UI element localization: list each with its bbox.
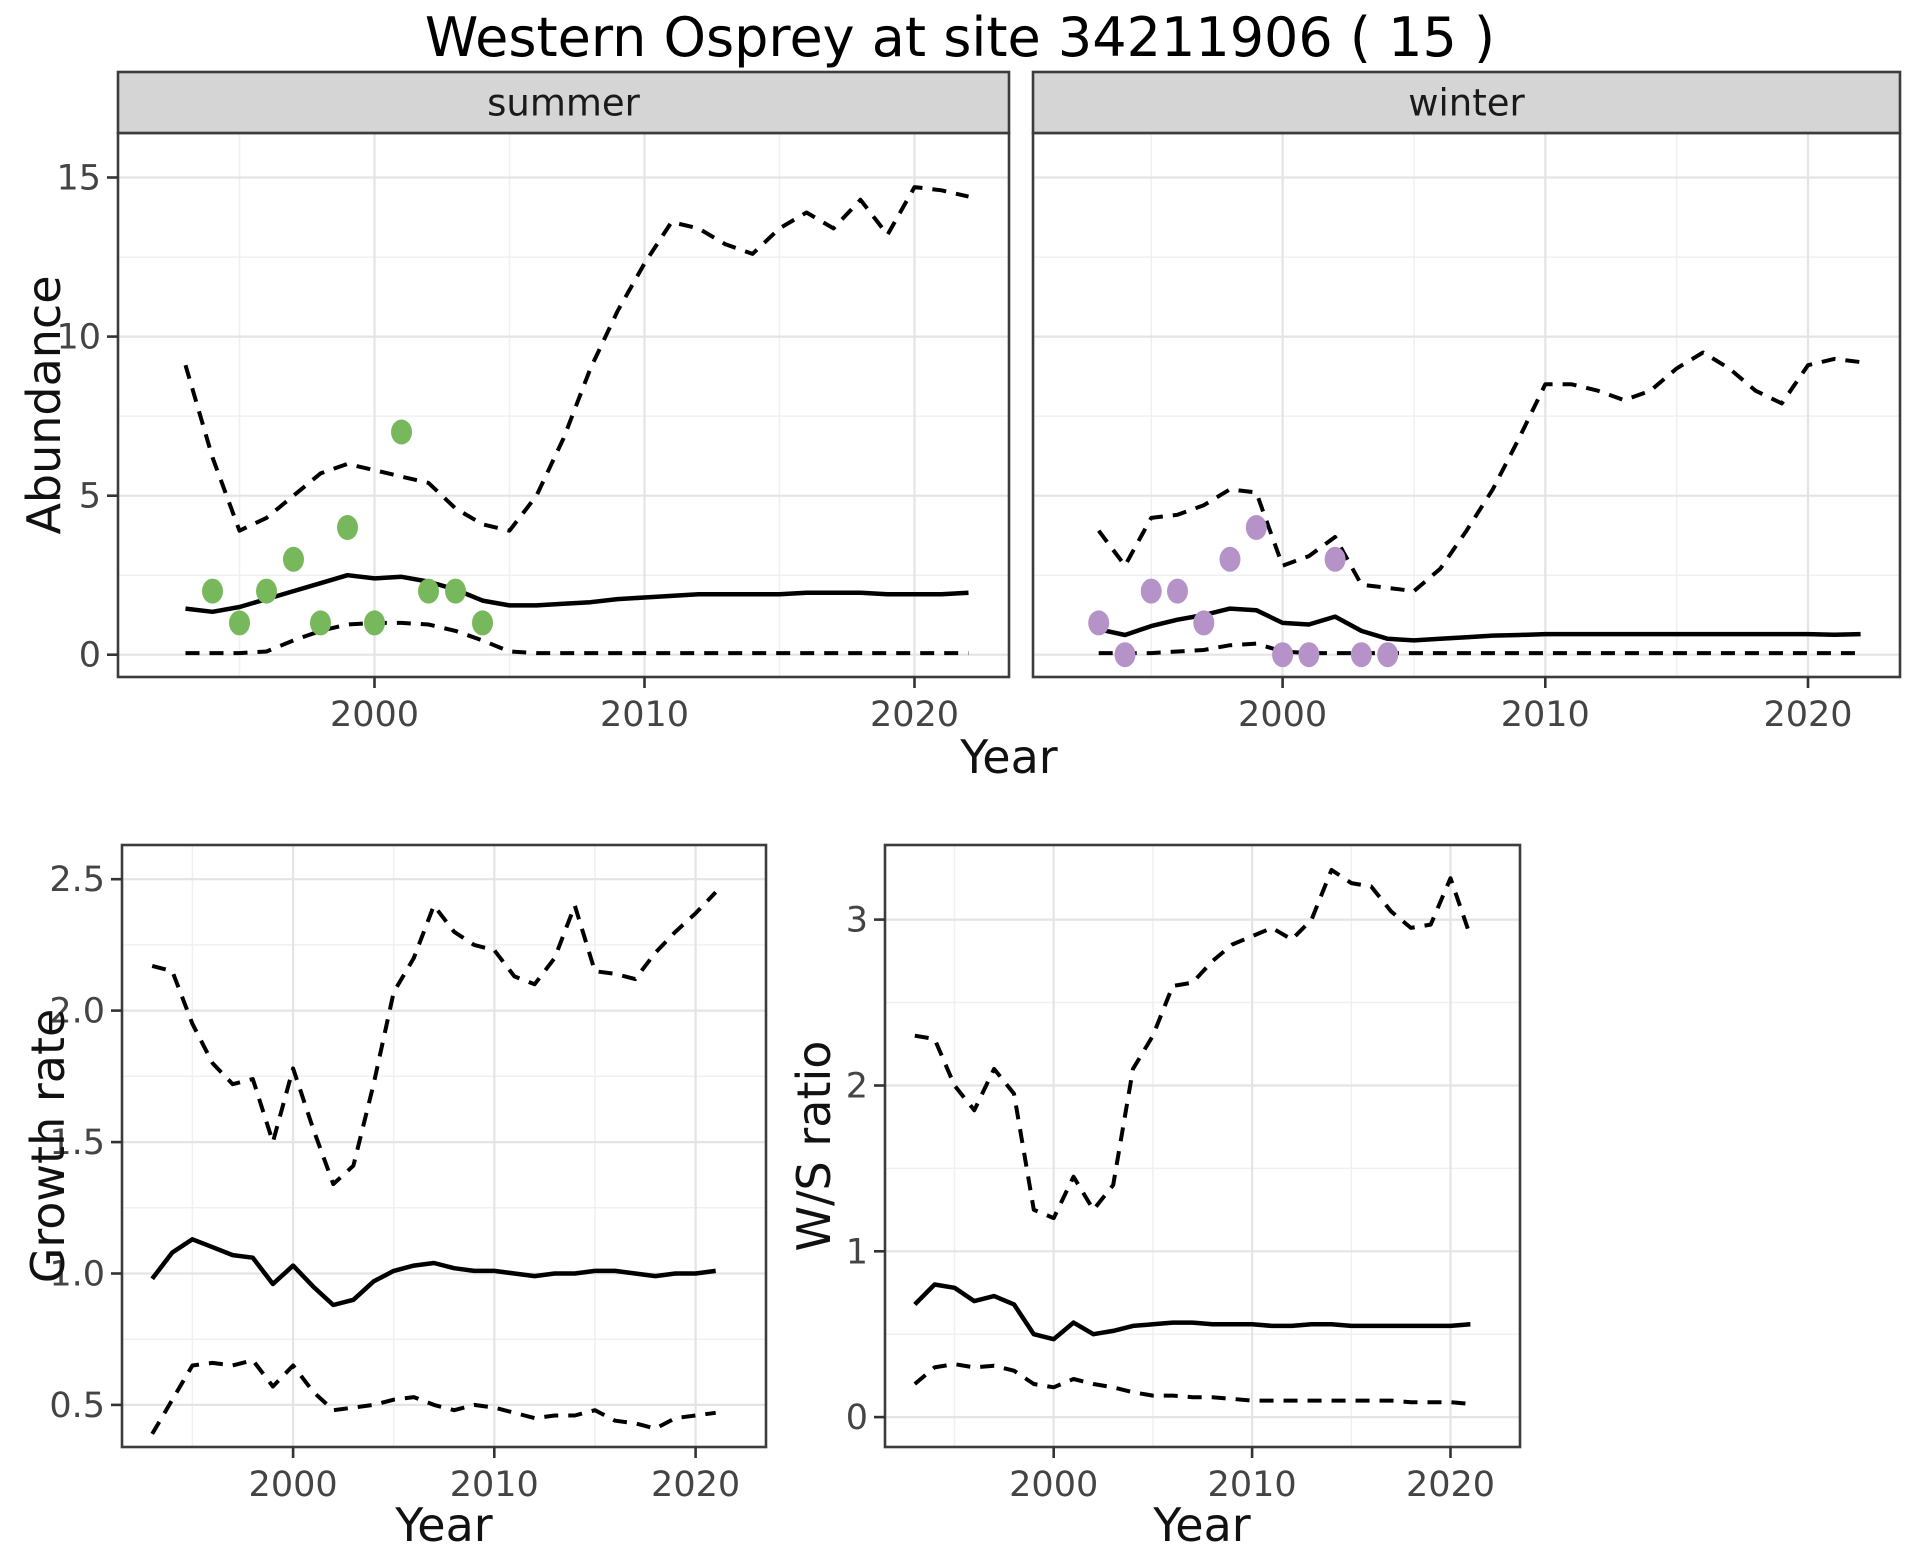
y-tick-label: 2 xyxy=(846,1067,868,1107)
ws-ratio-lower-credible-line xyxy=(913,1362,1471,1406)
facet-strip-label: summer xyxy=(487,82,641,125)
abundance-winter-observed-counts xyxy=(1088,515,1399,668)
data-point xyxy=(337,515,358,540)
x-tick-label: 2000 xyxy=(1238,695,1327,735)
y-tick-label: 15 xyxy=(56,159,101,199)
data-point xyxy=(1167,578,1188,604)
data-point xyxy=(391,419,412,445)
abundance-summer-observed-counts xyxy=(202,419,493,636)
data-point xyxy=(1219,546,1241,572)
x-axis-title-ws-ratio: Year xyxy=(1153,1498,1251,1552)
abundance-summer-lower-credible-line xyxy=(185,620,969,656)
data-point xyxy=(283,546,304,572)
data-point xyxy=(1140,578,1162,604)
facet-strip xyxy=(1031,70,1902,135)
y-tick-label: 0.5 xyxy=(49,1386,105,1426)
ws-ratio-upper-credible-line xyxy=(914,867,1473,1221)
abundance-summer-median-line xyxy=(185,572,969,615)
abundance-winter-upper-credible-line xyxy=(1097,350,1861,594)
abundance-summer-upper-credible-line xyxy=(183,185,969,533)
data-point xyxy=(229,610,250,636)
x-tick-label: 2010 xyxy=(600,695,689,735)
data-point xyxy=(1377,642,1399,668)
data-point xyxy=(364,610,385,636)
x-tick-label: 2020 xyxy=(1406,1465,1495,1505)
y-tick-label: 2.5 xyxy=(49,860,105,900)
x-tick-label: 2020 xyxy=(1763,695,1852,735)
y-tick-label: 0 xyxy=(79,636,101,676)
abundance-winter-median-line xyxy=(1098,606,1861,643)
panel-growth-rate: 2000 2010 2020 0.5 1.0 1.5 2.0 2.5 xyxy=(49,843,768,1505)
panel-border xyxy=(1031,131,1902,679)
data-point xyxy=(1298,642,1320,668)
x-tick-label: 2000 xyxy=(330,695,419,735)
panel-abundance-winter: 2000 2010 2020 winter xyxy=(1031,70,1902,735)
data-point xyxy=(1114,642,1136,668)
x-tick-label: 2010 xyxy=(1208,1465,1297,1505)
y-tick-label: 1.0 xyxy=(49,1255,105,1295)
panel-abundance-summer: 2000 2010 2020 0 5 10 15 summer xyxy=(56,70,1011,735)
abundance-winter-lower-credible-line xyxy=(1098,641,1861,656)
growth-rate-lower-credible-line xyxy=(150,1358,716,1435)
y-axis-title-growth-rate: Growth rate xyxy=(21,1008,75,1284)
x-tick-label: 2020 xyxy=(870,695,959,735)
y-tick-label: 5 xyxy=(79,477,101,517)
y-tick-label: 1 xyxy=(846,1232,868,1272)
x-tick-label: 2000 xyxy=(1009,1465,1098,1505)
data-point xyxy=(256,578,277,604)
growth-rate-upper-credible-line xyxy=(151,890,718,1187)
data-point xyxy=(445,578,466,604)
y-tick-label: 3 xyxy=(846,901,868,941)
data-point xyxy=(472,610,493,636)
data-point xyxy=(1088,610,1110,636)
panel-border xyxy=(120,843,768,1449)
data-point xyxy=(1350,642,1372,668)
y-tick-label: 2.0 xyxy=(49,992,105,1032)
x-tick-label: 2020 xyxy=(651,1465,740,1505)
y-tick-label: 0 xyxy=(846,1398,868,1438)
x-tick-label: 2010 xyxy=(1501,695,1590,735)
data-point xyxy=(1193,610,1215,636)
x-tick-label: 2010 xyxy=(450,1465,539,1505)
growth-rate-median-line xyxy=(150,1237,716,1308)
x-axis-title-top: Year xyxy=(960,730,1058,784)
data-point xyxy=(1245,515,1267,540)
ws-ratio-median-line xyxy=(913,1282,1471,1342)
x-tick-label: 2000 xyxy=(249,1465,338,1505)
data-point xyxy=(1272,642,1294,668)
facet-strip xyxy=(116,70,1011,135)
panel-border xyxy=(883,843,1522,1449)
y-axis-title-ws-ratio: W/S ratio xyxy=(787,1040,841,1252)
data-point xyxy=(418,578,439,604)
data-point xyxy=(310,610,331,636)
facet-strip-label: winter xyxy=(1408,82,1525,125)
y-tick-label: 10 xyxy=(56,318,101,358)
y-tick-label: 1.5 xyxy=(49,1123,105,1163)
x-axis-title-growth-rate: Year xyxy=(395,1498,493,1552)
data-point xyxy=(1324,546,1346,572)
data-point xyxy=(202,578,223,604)
y-axis-title-abundance: Abundance xyxy=(17,275,71,535)
figure-title: Western Osprey at site 34211906 ( 15 ) xyxy=(424,6,1496,69)
panel-ws-ratio: 2000 2010 2020 0 1 2 3 xyxy=(846,843,1522,1505)
